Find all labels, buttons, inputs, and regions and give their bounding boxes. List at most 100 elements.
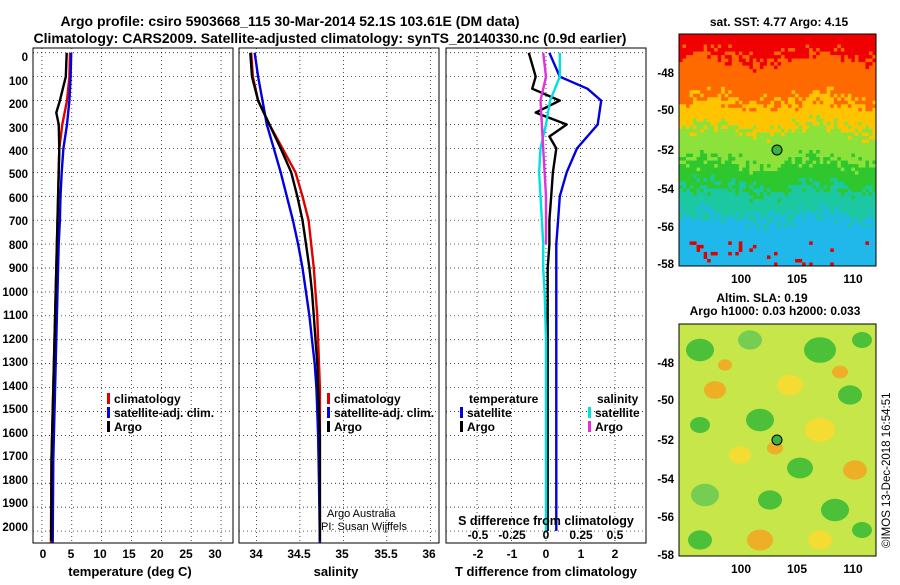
sst-cell [851,44,856,49]
sst-cell [847,44,852,49]
sst-cell [809,128,814,133]
sst-cell [731,72,736,77]
sst-cell [742,72,747,77]
sst-cell [809,76,814,81]
sst-cell [707,206,712,211]
sst-cell [844,157,849,161]
temp-xtick: 25 [179,547,193,561]
sst-cell [759,255,764,260]
sst-cell [696,41,701,45]
sst-cell [742,104,747,109]
sst-cell [837,160,842,165]
sst-cell [766,76,771,81]
sst-cell [742,185,747,190]
sst-cell [854,76,859,81]
sst-cell [805,150,810,154]
sst-cell [823,121,828,126]
sst-cell [693,114,697,119]
sst-cell [819,164,824,168]
sst-cell [830,255,835,260]
sst-cell [812,185,817,190]
sst-cell [735,244,740,249]
sst-cell [717,199,722,204]
sst-cell [784,262,789,267]
sst-cell [872,174,877,179]
depth-tick: 700 [9,216,28,228]
sst-cell [749,48,754,52]
sst-cell [844,188,849,193]
sst-cell [840,209,845,214]
sst-cell [735,79,740,84]
sst-cell [773,37,778,42]
sst-cell [823,237,828,242]
sst-cell [749,51,754,56]
sst-cell [724,118,729,123]
sst-cell [868,111,873,116]
sst-cell [781,114,785,119]
sst-cell [858,125,863,130]
sst-cell [686,114,690,119]
sst-cell [798,86,803,91]
sst-cell [802,174,807,179]
sst-cell [847,164,852,168]
sst-cell [844,104,849,109]
sst-cell [686,58,690,63]
sst-cell [689,128,694,133]
sst-cell [749,90,754,95]
sst-cell [865,206,870,211]
sst-cell [777,213,782,218]
sst-cell [766,86,771,91]
sst-cell [679,150,683,154]
sst-cell [802,213,807,218]
sst-cell [854,230,859,235]
sst-cell [738,255,743,260]
sst-cell [728,150,733,154]
sst-cell [872,58,877,63]
sst-cell [686,62,690,67]
sst-cell [738,181,743,186]
sst-cell [682,188,687,193]
sst-cell [795,202,800,207]
sst-cell [773,139,778,144]
sst-cell [781,51,785,56]
sst-cell [728,118,733,123]
sst-cell [840,135,845,140]
sst-cell [763,185,768,190]
sst-cell [865,107,870,112]
sst-cell [851,262,856,267]
sst-cell [847,76,852,81]
sst-cell [854,65,859,70]
sst-cell [847,153,852,158]
sst-cell [837,65,842,70]
sst-cell [795,97,800,102]
sst-cell [735,174,740,179]
sst-cell [872,93,877,98]
sst-cell [788,107,792,112]
sst-cell [847,90,852,95]
sst-cell [682,142,687,147]
sst-cell [826,139,831,144]
sst-cell [742,206,747,211]
sst-cell [693,262,697,267]
sst-cell [854,90,859,95]
sst-cell [795,83,800,88]
sst-cell [700,181,705,186]
sst-cell [795,48,800,52]
sst-cell [724,93,729,98]
sst-cell [872,146,877,151]
sst-cell [858,157,863,161]
sst-cell [710,142,715,147]
sst-cell [745,132,750,137]
sst-cell [756,241,761,246]
sst-cell [773,104,778,109]
sst-cell [830,65,835,70]
sst-cell [847,114,852,119]
sst-cell [679,157,683,161]
sst-cell [819,58,824,63]
sst-cell [788,209,792,214]
sst-cell [717,97,722,102]
sst-cell [802,97,807,102]
sst-cell [844,234,849,239]
sst-cell [752,100,757,105]
sst-cell [798,220,803,225]
